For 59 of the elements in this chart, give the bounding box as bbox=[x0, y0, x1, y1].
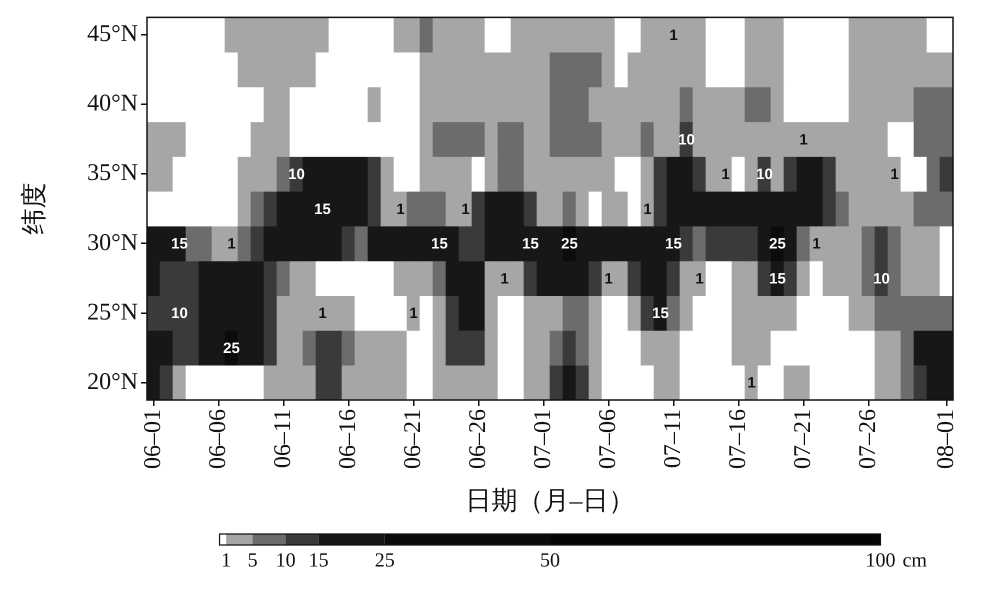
x-tick-label: 06–21 bbox=[400, 409, 426, 469]
data-label: 25 bbox=[769, 236, 786, 253]
y-tick-label: 40°N bbox=[87, 90, 138, 117]
data-label: 1 bbox=[695, 270, 704, 288]
data-label: 1 bbox=[604, 270, 613, 288]
y-axis-title: 纬度 bbox=[19, 182, 48, 235]
y-tick-label: 30°N bbox=[87, 230, 138, 256]
data-label: 25 bbox=[223, 340, 240, 357]
y-tick-label: 20°N bbox=[87, 368, 138, 395]
x-tick-label: 07–01 bbox=[530, 409, 556, 469]
data-label: 1 bbox=[643, 200, 652, 218]
data-label: 1 bbox=[500, 270, 509, 288]
color-bar-label: 10 bbox=[276, 549, 296, 572]
color-bar-label: 25 bbox=[374, 549, 395, 572]
y-tick-label: 35°N bbox=[87, 160, 138, 186]
x-axis-title: 日期（月–日） bbox=[466, 486, 634, 516]
data-label: 1 bbox=[461, 200, 470, 218]
data-label: 1 bbox=[318, 305, 327, 322]
color-bar-label: 5 bbox=[248, 549, 258, 572]
x-tick-label: 08–01 bbox=[932, 409, 959, 469]
data-label: 15 bbox=[769, 270, 786, 288]
data-label: 15 bbox=[522, 236, 539, 253]
color-bar-title: cm bbox=[902, 549, 928, 572]
x-tick-label: 07–11 bbox=[660, 409, 686, 468]
data-label: 10 bbox=[171, 305, 188, 322]
data-label: 10 bbox=[756, 166, 773, 184]
data-label: 15 bbox=[652, 305, 669, 322]
data-label: 1 bbox=[890, 166, 899, 184]
x-tick-label: 06–26 bbox=[464, 409, 491, 469]
y-tick-label: 25°N bbox=[87, 299, 138, 326]
x-tick-label: 06–01 bbox=[140, 409, 166, 469]
data-label: 25 bbox=[561, 236, 578, 253]
data-label: 1 bbox=[409, 305, 418, 322]
x-tick-label: 07–26 bbox=[854, 409, 881, 469]
data-label: 1 bbox=[396, 200, 405, 218]
x-tick-label: 06–06 bbox=[204, 409, 231, 469]
data-label: 15 bbox=[431, 236, 448, 253]
color-bar-label: 50 bbox=[540, 549, 560, 572]
data-label: 1 bbox=[812, 236, 821, 253]
x-tick-label: 06–11 bbox=[270, 409, 296, 468]
data-label: 1 bbox=[799, 131, 808, 148]
data-label: 1 bbox=[721, 166, 730, 184]
data-label: 10 bbox=[288, 166, 305, 184]
data-label: 1 bbox=[747, 374, 756, 392]
color-bar-label: 1 bbox=[221, 549, 232, 572]
x-tick-label: 07–06 bbox=[594, 409, 621, 469]
data-label: 15 bbox=[171, 236, 188, 253]
data-label: 1 bbox=[669, 26, 678, 44]
data-label: 10 bbox=[678, 131, 695, 148]
x-tick-label: 07–16 bbox=[724, 409, 751, 469]
color-bar-label: 15 bbox=[308, 549, 329, 572]
data-label: 15 bbox=[665, 236, 682, 253]
x-tick-label: 07–21 bbox=[790, 409, 816, 469]
data-label: 1 bbox=[227, 236, 236, 253]
data-label: 15 bbox=[314, 200, 331, 218]
data-label: 10 bbox=[873, 270, 890, 288]
x-tick-label: 06–16 bbox=[334, 409, 361, 469]
y-tick-label: 45°N bbox=[87, 21, 138, 48]
color-bar-label: 100 bbox=[865, 549, 896, 572]
